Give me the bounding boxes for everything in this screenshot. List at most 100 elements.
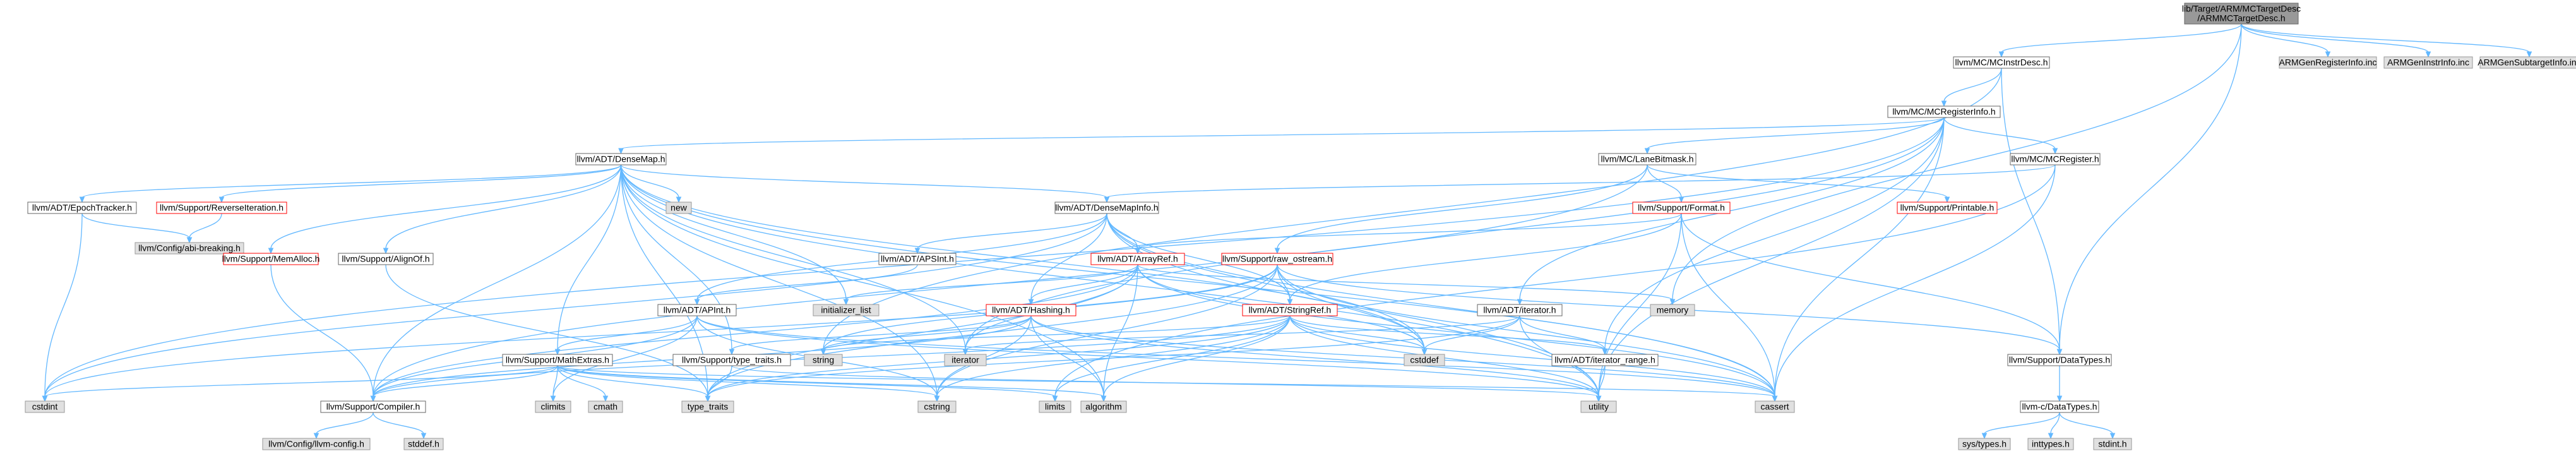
node-mcreginfo[interactable]: llvm/MC/MCRegisterInfo.h <box>1887 105 2001 118</box>
node-box <box>156 201 287 214</box>
node-cassert: cassert <box>1755 400 1795 413</box>
edge-arrowhead <box>2325 51 2331 58</box>
node-armgeninstr: ARMGenInstrInfo.inc <box>2383 56 2473 69</box>
node-densemapinfo[interactable]: llvm/ADT/DenseMapInfo.h <box>1054 201 1159 214</box>
node-mathextras[interactable]: llvm/Support/MathExtras.h <box>502 354 613 366</box>
node-apint[interactable]: llvm/ADT/APInt.h <box>657 304 737 316</box>
edge-line <box>823 315 1032 351</box>
node-cstring: cstring <box>917 400 957 413</box>
node-label: inttypes.h <box>2032 439 2070 449</box>
node-cstddef: cstddef <box>1404 354 1445 366</box>
edge-arrowhead <box>1100 395 1107 402</box>
node-mcregister[interactable]: llvm/MC/MCRegister.h <box>2010 153 2101 165</box>
edge-line <box>620 164 1107 198</box>
edge-line <box>1030 264 1138 301</box>
node-box <box>575 153 667 165</box>
node-box <box>1598 153 1696 165</box>
node-label: llvm/Support/ReverseIteration.h <box>160 203 283 213</box>
edge-line <box>620 164 847 301</box>
node-box <box>986 304 1076 316</box>
node-arrayref[interactable]: llvm/ADT/ArrayRef.h <box>1090 253 1185 265</box>
node-stringref[interactable]: llvm/ADT/StringRef.h <box>1242 304 1338 316</box>
edge-line <box>1030 315 1775 397</box>
node-label: llvm/MC/MCInstrDesc.h <box>1955 57 2048 68</box>
edge-line <box>373 365 558 397</box>
node-label: llvm/MC/LaneBitmask.h <box>1601 154 1693 164</box>
edge-densemapinfo-to-cstdint <box>42 213 1107 402</box>
node-label: stdint.h <box>2098 439 2126 449</box>
node-datatypes[interactable]: llvm/Support/DataTypes.h <box>2007 354 2112 366</box>
node-box <box>878 253 957 265</box>
node-epochtracker[interactable]: llvm/ADT/EpochTracker.h <box>27 201 137 214</box>
node-label: llvm/Support/DataTypes.h <box>2009 355 2110 365</box>
edge-line <box>620 164 1425 351</box>
edge-arrowhead <box>2052 148 2058 155</box>
edge-arrowhead <box>618 148 624 155</box>
node-new: new <box>665 201 692 214</box>
edge-arrowhead <box>820 349 826 356</box>
edge-mcreginfo-to-mcregister <box>1943 117 2058 155</box>
node-alignof[interactable]: llvm/Support/AlignOf.h <box>338 253 434 265</box>
node-label: limits <box>1045 402 1065 412</box>
node-hashing[interactable]: llvm/ADT/Hashing.h <box>986 304 1076 316</box>
node-apsint[interactable]: llvm/ADT/APSInt.h <box>878 253 957 265</box>
node-lanebitmask[interactable]: llvm/MC/LaneBitmask.h <box>1598 153 1696 165</box>
edge-lanebitmask-to-rawostream <box>1274 164 1648 255</box>
edge-lanebitmask-to-printable <box>1647 164 1950 203</box>
edge-line <box>1106 213 1775 397</box>
edge-densemap-to-epochtracker <box>79 164 622 203</box>
edge-line <box>2241 23 2530 53</box>
node-armgenreg: ARMGenRegisterInfo.inc <box>2279 56 2377 69</box>
edge-line <box>620 164 732 351</box>
node-label: memory <box>1657 305 1689 315</box>
edge-line <box>373 164 622 397</box>
edge-line <box>1289 213 1682 301</box>
edge-arrowhead <box>1941 100 1947 107</box>
edge-line <box>1598 117 1945 397</box>
node-label: /ARMMCTargetDesc.h <box>2197 13 2285 23</box>
edge-mcreginfo-to-cassert <box>1772 117 1945 402</box>
edge-lanebitmask-to-format <box>1647 164 1685 203</box>
node-box <box>1887 105 2001 118</box>
edge-line <box>316 412 374 435</box>
node-label: utility <box>1589 402 1609 412</box>
node-compiler[interactable]: llvm/Support/Compiler.h <box>320 400 426 413</box>
node-label: llvm/ADT/Hashing.h <box>992 305 1070 315</box>
node-root[interactable]: lib/Target/ARM/MCTargetDesc/ARMMCTargetD… <box>2182 3 2301 25</box>
node-cmath: cmath <box>588 400 623 413</box>
node-densemap[interactable]: llvm/ADT/DenseMap.h <box>575 153 667 165</box>
node-label: llvm/Support/Printable.h <box>1900 203 1995 213</box>
node-iteratorh[interactable]: llvm/ADT/iterator.h <box>1477 304 1563 316</box>
edge-line <box>1647 164 1948 198</box>
node-printable[interactable]: llvm/Support/Printable.h <box>1897 201 1998 214</box>
node-box <box>1650 304 1695 316</box>
node-rawostream[interactable]: llvm/Support/raw_ostream.h <box>1221 253 1333 265</box>
node-box <box>2184 3 2299 25</box>
edge-line <box>373 264 1138 397</box>
edge-line <box>373 164 1648 397</box>
node-cdatatypes[interactable]: llvm-c/DataTypes.h <box>2020 400 2099 413</box>
edge-arrowhead <box>1678 196 1685 203</box>
edge-arrowhead <box>729 349 735 356</box>
node-memalloc[interactable]: llvm/Support/MemAlloc.h <box>222 253 320 265</box>
node-format[interactable]: llvm/Support/Format.h <box>1632 201 1731 214</box>
node-reverseiter[interactable]: llvm/Support/ReverseIteration.h <box>156 201 287 214</box>
edges-layer <box>42 23 2532 440</box>
edge-line <box>1030 213 1107 301</box>
node-iterrange[interactable]: llvm/ADT/iterator_range.h <box>1551 354 1659 366</box>
node-label: type_traits <box>688 402 729 412</box>
node-box <box>2007 354 2112 366</box>
node-box <box>320 400 426 413</box>
edge-densemapinfo-to-apsint <box>914 213 1107 255</box>
edge-arrowhead <box>420 433 427 440</box>
edge-line <box>44 365 558 397</box>
edge-iteratorh-to-iterrange <box>1519 315 1608 356</box>
node-box <box>1221 253 1333 265</box>
node-box <box>657 304 737 316</box>
node-box <box>27 201 137 214</box>
node-mcinstrdesc[interactable]: llvm/MC/MCInstrDesc.h <box>1953 56 2050 69</box>
edge-arrowhead <box>676 196 682 203</box>
node-typetraits[interactable]: llvm/Support/type_traits.h <box>672 354 791 366</box>
edge-epochtracker-to-cstdint <box>42 213 83 402</box>
